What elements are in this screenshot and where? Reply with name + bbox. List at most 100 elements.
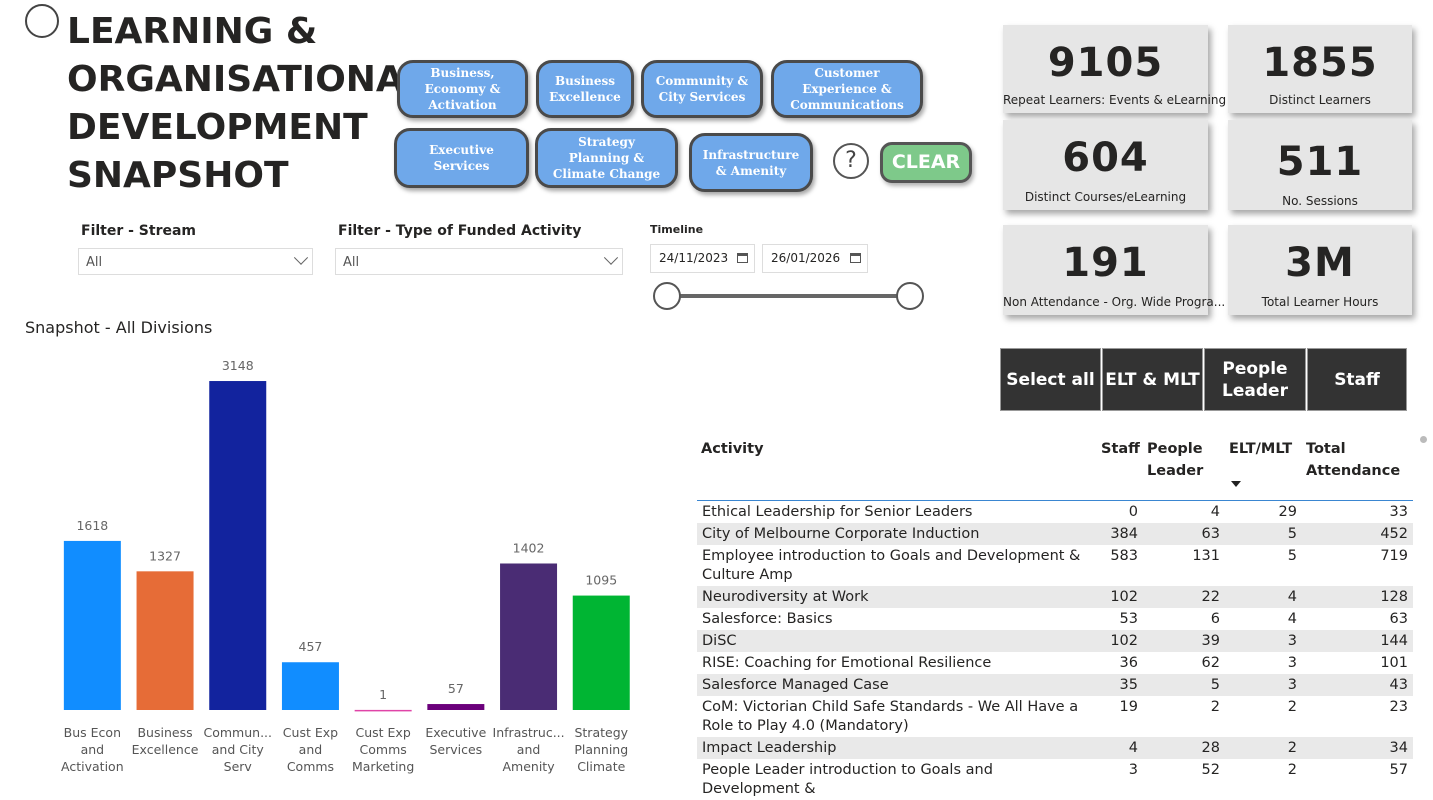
number-cell: 4 xyxy=(1143,501,1225,524)
audience-button[interactable]: People Leader xyxy=(1204,348,1306,411)
column-header: Activity xyxy=(697,436,1097,501)
data-label: 1402 xyxy=(513,540,545,555)
number-cell: 28 xyxy=(1143,737,1225,759)
number-cell: 36 xyxy=(1097,652,1143,674)
bar xyxy=(427,704,484,710)
number-cell: 39 xyxy=(1143,630,1225,652)
x-tick-label: Business Excellence xyxy=(129,724,201,758)
number-cell: 3 xyxy=(1097,759,1143,800)
number-cell: 23 xyxy=(1302,696,1413,737)
kpi-label: Distinct Learners xyxy=(1228,93,1412,107)
x-tick-label: Strategy Planning Climate xyxy=(565,724,637,775)
x-tick-label: Cust Exp and Comms xyxy=(274,724,346,775)
table-row: People Leader introduction to Goals and … xyxy=(697,759,1413,800)
kpi-card: 3M Total Learner Hours xyxy=(1228,225,1412,315)
number-cell: 2 xyxy=(1225,737,1302,759)
kpi-value: 9105 xyxy=(1003,43,1208,83)
x-tick-label: Infrastruc... and Amenity xyxy=(493,724,565,775)
kpi-label: No. Sessions xyxy=(1228,194,1412,208)
division-button[interactable]: Customer Experience & Communications xyxy=(771,60,923,118)
number-cell: 2 xyxy=(1143,696,1225,737)
x-tick-label: Commun... and City Serv xyxy=(202,724,274,775)
scrollbar[interactable] xyxy=(1420,436,1427,443)
number-cell: 62 xyxy=(1143,652,1225,674)
bar xyxy=(64,541,121,710)
audience-button[interactable]: Staff xyxy=(1307,348,1407,411)
division-button[interactable]: Infrastructure & Amenity xyxy=(689,133,813,192)
kpi-card: 1855 Distinct Learners xyxy=(1228,25,1412,113)
number-cell: 35 xyxy=(1097,674,1143,696)
number-cell: 101 xyxy=(1302,652,1413,674)
number-cell: 22 xyxy=(1143,586,1225,608)
kpi-label: Total Learner Hours xyxy=(1228,295,1412,309)
bar xyxy=(573,596,630,710)
number-cell: 2 xyxy=(1225,759,1302,800)
slider-handle[interactable] xyxy=(897,283,923,309)
kpi-value: 1855 xyxy=(1228,43,1412,83)
activity-cell: RISE: Coaching for Emotional Resilience xyxy=(697,652,1097,674)
number-cell: 131 xyxy=(1143,545,1225,586)
timeline-slider[interactable] xyxy=(648,280,928,314)
help-button[interactable]: ? xyxy=(833,143,869,179)
column-header: ELT/MLT xyxy=(1225,436,1302,501)
activity-cell: City of Melbourne Corporate Induction xyxy=(697,523,1097,545)
number-cell: 52 xyxy=(1143,759,1225,800)
activity-cell: CoM: Victorian Child Safe Standards - We… xyxy=(697,696,1097,737)
audience-button[interactable]: ELT & MLT xyxy=(1102,348,1203,411)
number-cell: 53 xyxy=(1097,608,1143,630)
kpi-value: 191 xyxy=(1003,243,1208,283)
activity-cell: Salesforce Managed Case xyxy=(697,674,1097,696)
data-label: 1095 xyxy=(585,573,617,588)
kpi-label: Distinct Courses/eLearning xyxy=(1003,190,1208,204)
number-cell: 34 xyxy=(1302,737,1413,759)
number-cell: 57 xyxy=(1302,759,1413,800)
clear-button[interactable]: CLEAR xyxy=(880,142,972,183)
number-cell: 3 xyxy=(1225,630,1302,652)
kpi-card: 511 No. Sessions xyxy=(1228,120,1412,210)
kpi-card: 604 Distinct Courses/eLearning xyxy=(1003,120,1208,210)
number-cell: 3 xyxy=(1225,674,1302,696)
number-cell: 384 xyxy=(1097,523,1143,545)
activity-cell: Impact Leadership xyxy=(697,737,1097,759)
bar xyxy=(137,571,194,710)
number-cell: 4 xyxy=(1097,737,1143,759)
number-cell: 29 xyxy=(1225,501,1302,524)
kpi-value: 3M xyxy=(1228,243,1412,283)
column-header: People Leader xyxy=(1143,436,1225,501)
kpi-value: 511 xyxy=(1228,142,1412,182)
number-cell: 0 xyxy=(1097,501,1143,524)
data-label: 1618 xyxy=(76,518,108,533)
column-header: Total Attendance xyxy=(1302,436,1413,501)
number-cell: 5 xyxy=(1143,674,1225,696)
number-cell: 4 xyxy=(1225,586,1302,608)
bar xyxy=(209,381,266,710)
data-label: 457 xyxy=(299,639,323,654)
data-label: 1 xyxy=(379,687,387,702)
number-cell: 2 xyxy=(1225,696,1302,737)
end-date[interactable]: 26/01/2026 xyxy=(762,244,868,273)
column-header: Staff xyxy=(1097,436,1143,501)
number-cell: 128 xyxy=(1302,586,1413,608)
number-cell: 452 xyxy=(1302,523,1413,545)
number-cell: 63 xyxy=(1302,608,1413,630)
number-cell: 63 xyxy=(1143,523,1225,545)
table-row: Employee introduction to Goals and Devel… xyxy=(697,545,1413,586)
number-cell: 102 xyxy=(1097,586,1143,608)
number-cell: 144 xyxy=(1302,630,1413,652)
kpi-value: 604 xyxy=(1003,138,1208,178)
dashboard: LEARNING & ORGANISATIONAL DEVELOPMENT SN… xyxy=(0,0,1433,770)
activity-cell: Employee introduction to Goals and Devel… xyxy=(697,545,1097,586)
audience-button[interactable]: Select all xyxy=(1000,348,1101,411)
activity-cell: DiSC xyxy=(697,630,1097,652)
